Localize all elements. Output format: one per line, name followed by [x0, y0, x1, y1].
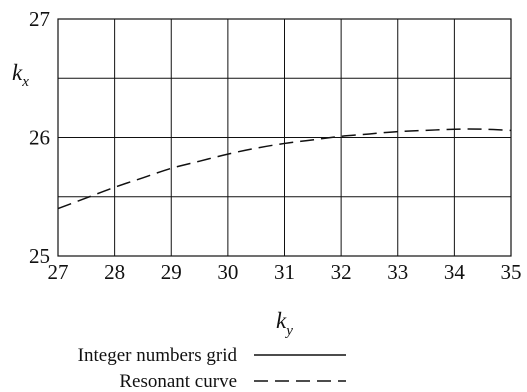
legend-label-resonant: Resonant curve [119, 371, 237, 392]
x-axis-label: ky [276, 308, 293, 339]
y-tick-label: 27 [29, 7, 50, 31]
y-tick-label: 25 [29, 244, 50, 268]
x-tick-label: 35 [501, 260, 522, 284]
y-tick-labels: 25 26 27 [29, 7, 50, 268]
series-line-resonant-curve [57, 128, 512, 210]
x-tick-labels: 27 28 29 30 31 32 33 34 35 [48, 260, 522, 284]
x-tick-label: 28 [104, 260, 125, 284]
y-tick-label: 26 [29, 126, 50, 150]
plot-frame [57, 18, 512, 257]
x-tick-label: 29 [161, 260, 182, 284]
legend-label-grid: Integer numbers grid [78, 345, 238, 366]
x-tick-label: 30 [217, 260, 238, 284]
series-layer [57, 128, 512, 210]
grid [57, 18, 512, 257]
x-tick-label: 31 [274, 260, 295, 284]
x-tick-label: 32 [331, 260, 352, 284]
y-axis-label: kx [12, 60, 29, 90]
x-tick-label: 33 [387, 260, 408, 284]
legend: Integer numbers grid Resonant curve [78, 345, 346, 392]
x-tick-label: 27 [48, 260, 69, 284]
x-tick-label: 34 [444, 260, 466, 284]
